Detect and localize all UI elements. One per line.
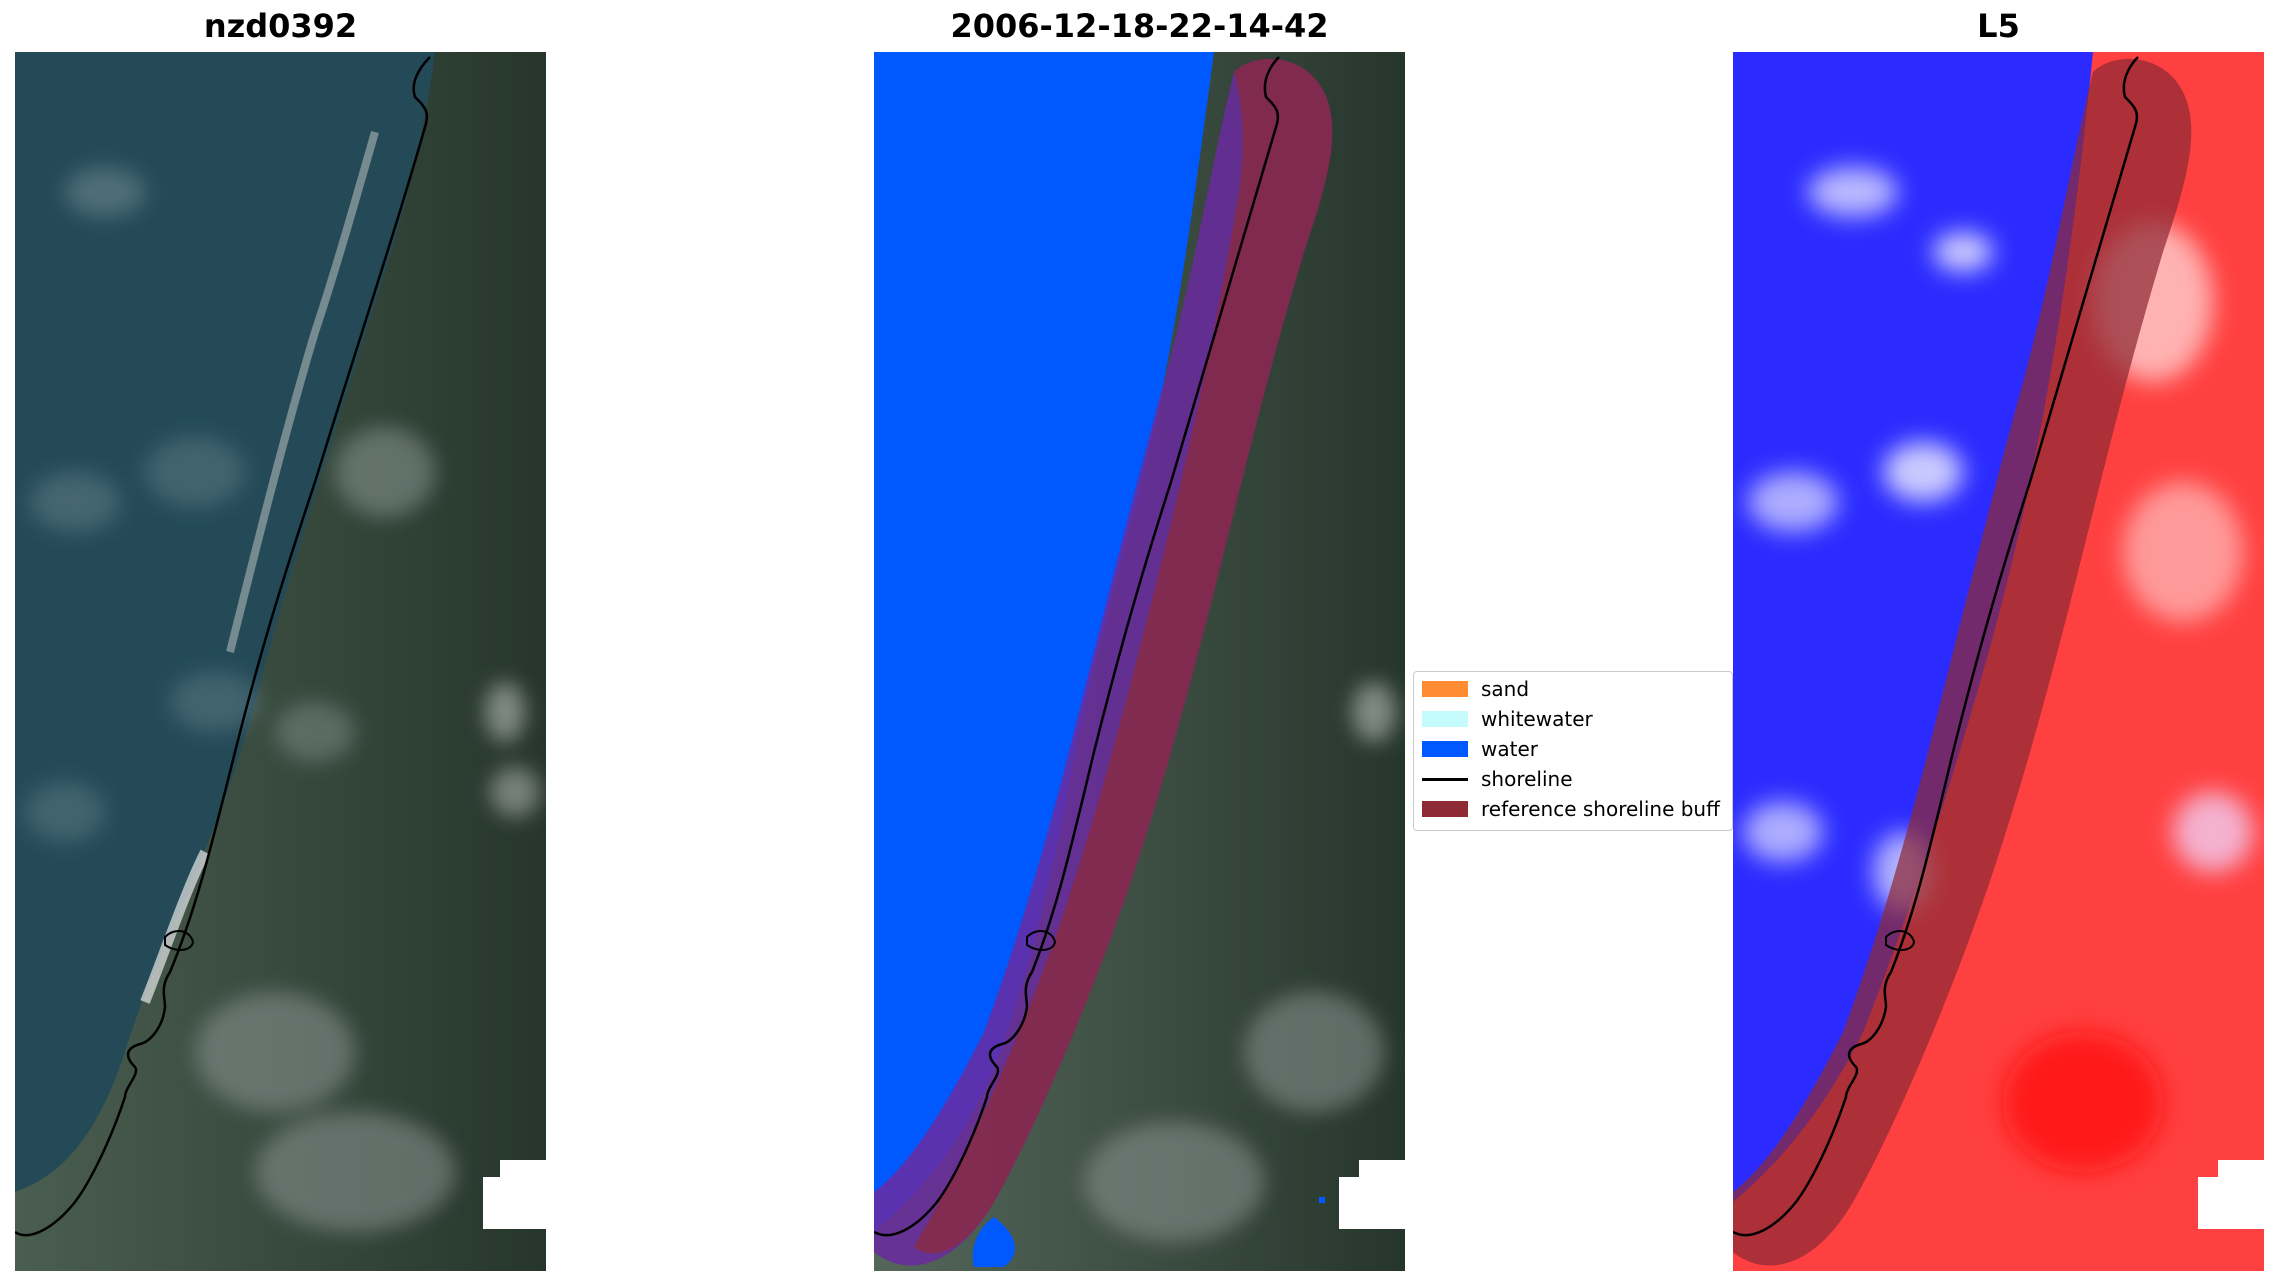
panel-title-index: L5 <box>1977 7 2020 45</box>
rgb-image <box>15 52 546 1271</box>
legend: sand whitewater water shoreline referenc… <box>1413 671 1733 831</box>
legend-item-water: water <box>1414 736 1732 762</box>
legend-label-buffer: reference shoreline buff <box>1481 797 1720 821</box>
legend-item-whitewater: whitewater <box>1414 706 1732 732</box>
legend-swatch-buffer <box>1422 801 1468 817</box>
legend-item-shoreline: shoreline <box>1414 766 1732 792</box>
panel-title-rgb: nzd0392 <box>203 7 358 45</box>
legend-label-shoreline: shoreline <box>1481 767 1573 791</box>
legend-item-buffer: reference shoreline buff <box>1414 796 1732 822</box>
rgb-image-panel <box>15 52 546 1271</box>
legend-swatch-water <box>1422 741 1468 757</box>
classified-image-panel <box>874 52 1405 1271</box>
legend-swatch-whitewater <box>1422 711 1468 727</box>
legend-label-sand: sand <box>1481 677 1530 701</box>
legend-line-shoreline <box>1422 778 1468 781</box>
index-image <box>1733 52 2264 1271</box>
classified-image <box>874 52 1405 1271</box>
legend-swatch-sand <box>1422 681 1468 697</box>
legend-label-whitewater: whitewater <box>1481 707 1593 731</box>
legend-label-water: water <box>1481 737 1538 761</box>
panel-title-classified: 2006-12-18-22-14-42 <box>950 7 1329 45</box>
index-image-panel <box>1733 52 2264 1271</box>
legend-item-sand: sand <box>1414 676 1732 702</box>
